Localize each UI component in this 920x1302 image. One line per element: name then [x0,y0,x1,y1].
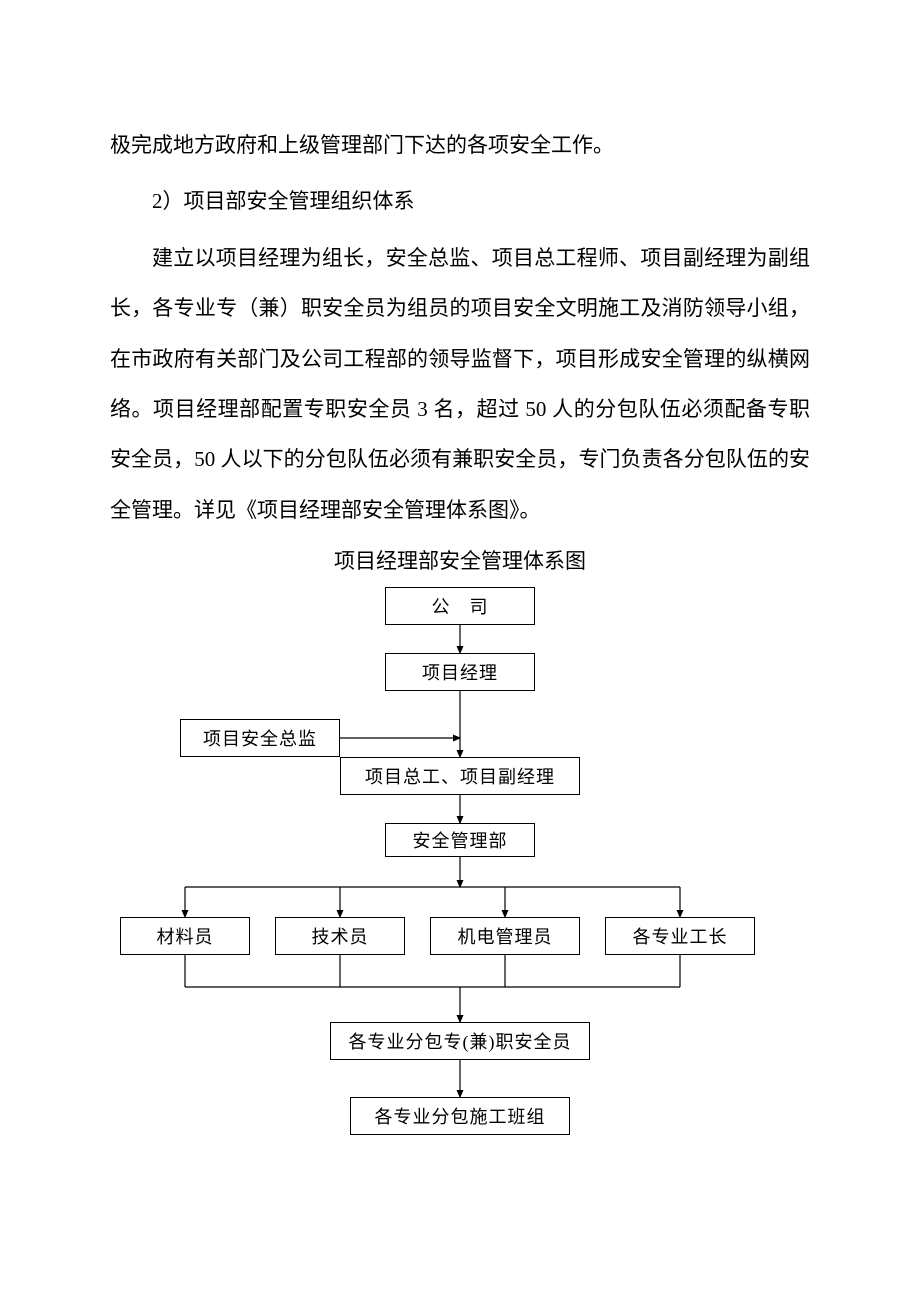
chart-title: 项目经理部安全管理体系图 [110,545,810,575]
flowchart-node: 各专业分包专(兼)职安全员 [330,1022,590,1060]
flowchart-node: 项目总工、项目副经理 [340,757,580,795]
flowchart-node: 项目安全总监 [180,719,340,757]
flowchart-node: 各专业工长 [605,917,755,955]
org-flowchart: 公 司项目经理项目安全总监项目总工、项目副经理安全管理部材料员技术员机电管理员各… [110,587,810,1157]
paragraph-continuation: 极完成地方政府和上级管理部门下达的各项安全工作。 [110,120,810,170]
flowchart-node: 机电管理员 [430,917,580,955]
flowchart-node: 材料员 [120,917,250,955]
paragraph-body: 建立以项目经理为组长，安全总监、项目总工程师、项目副经理为副组长，各专业专（兼）… [110,233,810,535]
flowchart-node: 公 司 [385,587,535,625]
flowchart-node: 项目经理 [385,653,535,691]
flowchart-node: 技术员 [275,917,405,955]
section-heading: 2）项目部安全管理组织体系 [110,176,810,226]
flowchart-node: 安全管理部 [385,823,535,857]
flowchart-node: 各专业分包施工班组 [350,1097,570,1135]
